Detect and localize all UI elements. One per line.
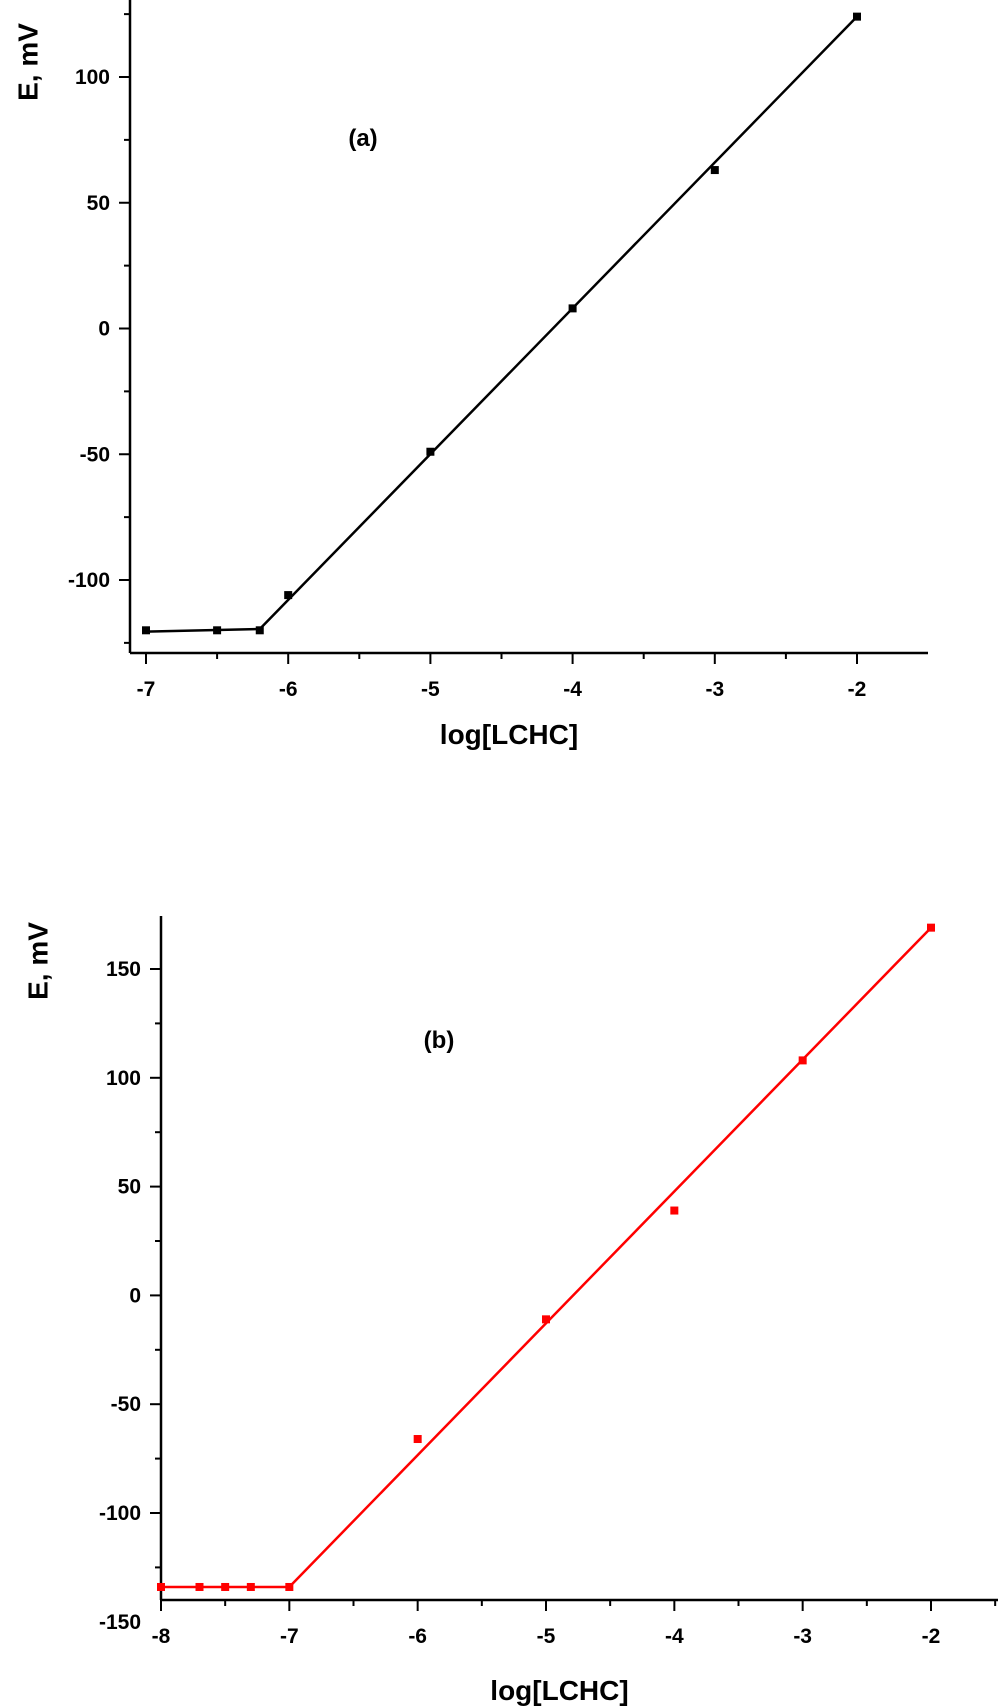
data-point bbox=[285, 1582, 294, 1591]
y-tick-label: 100 bbox=[106, 1067, 141, 1090]
data-point bbox=[798, 1056, 807, 1065]
panel-label: (b) bbox=[424, 1027, 455, 1054]
chart-panel-a: -7 -6 -5 -4 -3 -2 -100 -50 0 50 100 log[LCHC] E, mV (… bbox=[12, 0, 928, 750]
y-tick-label: 0 bbox=[98, 318, 110, 341]
y-tick-label: 50 bbox=[87, 192, 110, 215]
x-axis-label: log[LCHC] bbox=[440, 719, 578, 750]
data-point bbox=[710, 166, 719, 175]
x-tick-label: -7 bbox=[137, 678, 156, 701]
y-tick-label: 150 bbox=[106, 958, 141, 981]
data-point bbox=[213, 626, 222, 635]
x-axis-label: log[LCHC] bbox=[490, 1675, 628, 1706]
y-tick-label: 100 bbox=[75, 66, 110, 89]
y-axis-label: E, mV bbox=[22, 922, 53, 1000]
data-point bbox=[284, 591, 293, 600]
data-point bbox=[255, 626, 264, 635]
data-point bbox=[927, 923, 935, 932]
panel-label: (a) bbox=[348, 125, 377, 152]
y-axis-label: E, mV bbox=[12, 23, 43, 101]
x-tick-label: -3 bbox=[793, 1625, 812, 1648]
data-point bbox=[221, 1582, 230, 1591]
data-point bbox=[157, 1582, 165, 1591]
x-tick-label: -5 bbox=[421, 678, 440, 701]
x-tick-label: -8 bbox=[152, 1625, 171, 1648]
data-point bbox=[670, 1206, 679, 1215]
x-tick-label: -4 bbox=[563, 678, 582, 701]
y-tick-label: -150 bbox=[99, 1611, 141, 1634]
data-point bbox=[542, 1315, 550, 1324]
data-point bbox=[195, 1582, 204, 1591]
x-tick-label: -7 bbox=[280, 1625, 299, 1648]
x-tick-label: -6 bbox=[408, 1625, 427, 1648]
data-point bbox=[426, 447, 435, 456]
fit-line bbox=[161, 926, 932, 1589]
data-point bbox=[853, 12, 861, 21]
x-tick-label: -5 bbox=[537, 1625, 556, 1648]
data-point bbox=[246, 1582, 255, 1591]
y-tick-label: -50 bbox=[111, 1393, 141, 1416]
x-tick-label: -2 bbox=[922, 1625, 941, 1648]
x-tick-label: -2 bbox=[848, 678, 867, 701]
fit-line bbox=[145, 15, 858, 633]
data-point bbox=[142, 626, 150, 635]
data-point bbox=[413, 1435, 422, 1444]
y-tick-label: 0 bbox=[129, 1284, 141, 1307]
y-tick-label: -100 bbox=[68, 569, 110, 592]
y-tick-label: -100 bbox=[99, 1502, 141, 1525]
y-tick-label: -50 bbox=[80, 443, 110, 466]
x-tick-label: -3 bbox=[705, 678, 724, 701]
x-tick-label: -4 bbox=[665, 1625, 684, 1648]
x-tick-label: -6 bbox=[279, 678, 298, 701]
chart-panel-b: -8 -7 -6 -5 -4 -3 -2 -150 -100 -50 0 50 100 150 log[LC… bbox=[22, 916, 998, 1706]
data-point bbox=[568, 304, 577, 313]
y-tick-label: 50 bbox=[118, 1176, 141, 1199]
